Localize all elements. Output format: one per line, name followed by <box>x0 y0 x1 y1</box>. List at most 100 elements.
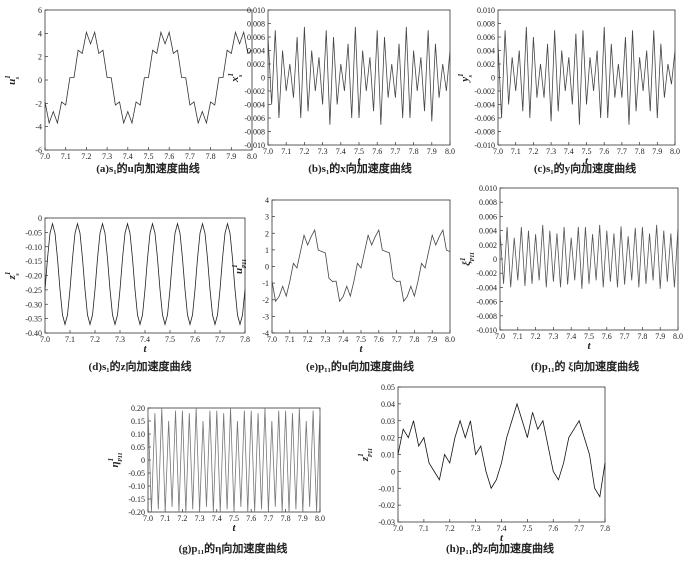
y-tick-label: 0 <box>38 214 42 223</box>
plot-frame <box>267 9 451 146</box>
x-tick-label: 7.8 <box>635 147 645 156</box>
y-tick-label: 0.02 <box>381 434 395 443</box>
y-label-main: z <box>6 274 18 280</box>
caption: (e)p₁₁的u向加速度曲线 <box>306 359 414 373</box>
x-tick-label: 7.2 <box>81 152 91 161</box>
y-tick-label: 0.008 <box>477 20 495 29</box>
y-tick-label: -0.008 <box>474 128 495 137</box>
y-tick-label: 0.010 <box>477 6 495 15</box>
x-tick-label: 7.5 <box>354 147 364 156</box>
x-tick-label: 7.6 <box>602 332 612 341</box>
y-tick-label: -3 <box>262 312 269 321</box>
x-tick-label: 7.2 <box>303 335 313 344</box>
data-line <box>267 26 451 125</box>
y-label-sup: 1 <box>231 264 239 268</box>
y-label-main: ξ <box>461 261 473 266</box>
x-tick-label: 7.5 <box>582 147 592 156</box>
y-tick-label: 2 <box>265 229 269 238</box>
y-tick-label: -0.004 <box>474 101 495 110</box>
data-line <box>271 228 451 303</box>
x-tick-label: 7.1 <box>61 152 71 161</box>
y-tick-label: -0.010 <box>244 141 265 150</box>
subplot: 7.0 7.1 7.2 7.3 7.4 7.5 7.6 7.7 7.8 -0.03 -0.02 -0.… <box>357 383 610 555</box>
y-tick-label: 0.004 <box>479 227 497 236</box>
x-tick-label: 7.4 <box>497 524 507 533</box>
x-tick-label: 7.0 <box>393 524 403 533</box>
x-tick-label: 7.4 <box>336 147 346 156</box>
x-tick-label: 7.2 <box>528 147 538 156</box>
x-tick-label: 7.0 <box>493 147 503 156</box>
y-axis-label: x1 s <box>227 73 244 83</box>
x-tick-label: 7.7 <box>392 335 402 344</box>
caption: (c)s₁的y向加速度曲线 <box>534 161 636 175</box>
x-tick-label: 7.7 <box>390 147 400 156</box>
x-axis-label: t <box>147 160 151 172</box>
x-tick-label: 7.7 <box>574 524 584 533</box>
x-tick-label: 7.7 <box>617 147 627 156</box>
y-tick-label: 0.03 <box>381 417 395 426</box>
y-axis-label: z1 s <box>4 272 21 281</box>
y-tick-label: -0.02 <box>378 501 395 510</box>
x-tick-label: 7.3 <box>471 524 481 533</box>
x-tick-label: 7.6 <box>599 147 609 156</box>
caption: (b)s₁的x向加速度曲线 <box>308 161 412 175</box>
y-tick-label: -0.006 <box>476 298 497 307</box>
x-tick-label: 7.2 <box>90 335 100 344</box>
y-tick-label: -0.15 <box>128 495 145 504</box>
y-tick-label: -0.25 <box>25 286 42 295</box>
subplot: 7.0 7.1 7.2 7.3 7.4 7.5 7.6 7.7 7.8 7.9 8.0 -0.20 -0… <box>107 404 325 555</box>
x-tick-label: 7.7 <box>620 332 630 341</box>
y-label-sub: P11 <box>368 448 374 457</box>
x-tick-label: 8.0 <box>247 152 257 161</box>
y-tick-label: 0.006 <box>479 212 497 221</box>
x-tick-label: 7.4 <box>123 152 133 161</box>
y-tick-label: -0.20 <box>25 272 42 281</box>
y-tick-label: 0 <box>491 74 495 83</box>
x-tick-label: 7.4 <box>140 335 150 344</box>
x-tick-label: 7.3 <box>320 335 330 344</box>
x-tick-label: 7.7 <box>185 152 195 161</box>
x-tick-label: 7.6 <box>374 335 384 344</box>
x-tick-label: 7.8 <box>240 335 250 344</box>
y-tick-label: 2 <box>38 53 42 62</box>
y-label-sub: s <box>468 74 474 78</box>
x-tick-label: 7.1 <box>65 335 75 344</box>
x-tick-label: 7.3 <box>195 514 205 523</box>
y-tick-label: 0 <box>265 263 269 272</box>
y-tick-label: -0.05 <box>128 469 145 478</box>
y-label-sup: 1 <box>457 73 465 77</box>
x-tick-label: 7.8 <box>637 332 647 341</box>
x-tick-label: 7.5 <box>165 335 175 344</box>
y-label-sup: 1 <box>227 73 235 77</box>
x-tick-label: 7.5 <box>144 152 154 161</box>
x-axis-label: t <box>359 343 363 355</box>
x-tick-label: 7.3 <box>318 147 328 156</box>
y-label-sup: 1 <box>357 453 365 457</box>
y-tick-label: -0.006 <box>244 114 265 123</box>
y-tick-label: 0 <box>261 74 265 83</box>
x-tick-label: 8.0 <box>315 514 325 523</box>
y-axis-label: u1 s <box>4 75 21 85</box>
x-axis-label: t <box>587 340 591 352</box>
x-tick-label: 7.4 <box>566 332 576 341</box>
x-tick-label: 7.0 <box>40 335 50 344</box>
y-tick-label: 0.002 <box>477 60 495 69</box>
x-tick-label: 7.8 <box>409 335 419 344</box>
plot-frame <box>44 9 253 151</box>
y-tick-label: -4 <box>35 123 42 132</box>
y-tick-label: 0.002 <box>479 241 497 250</box>
x-tick-label: 7.8 <box>409 147 419 156</box>
x-tick-label: 7.9 <box>298 514 308 523</box>
x-axis-label: t <box>585 155 589 167</box>
y-tick-label: 0.006 <box>477 33 495 42</box>
y-tick-label: -0.004 <box>476 283 497 292</box>
x-tick-label: 7.0 <box>495 332 505 341</box>
x-tick-label: 7.0 <box>143 514 153 523</box>
x-tick-label: 7.3 <box>546 147 556 156</box>
y-label-sub: P11 <box>118 453 124 462</box>
y-tick-label: 4 <box>265 196 269 205</box>
y-tick-label: 0.008 <box>247 20 265 29</box>
x-tick-label: 7.0 <box>263 147 273 156</box>
caption: (a)s₁的u向加速度曲线 <box>96 161 200 175</box>
y-tick-label: -0.008 <box>244 128 265 137</box>
